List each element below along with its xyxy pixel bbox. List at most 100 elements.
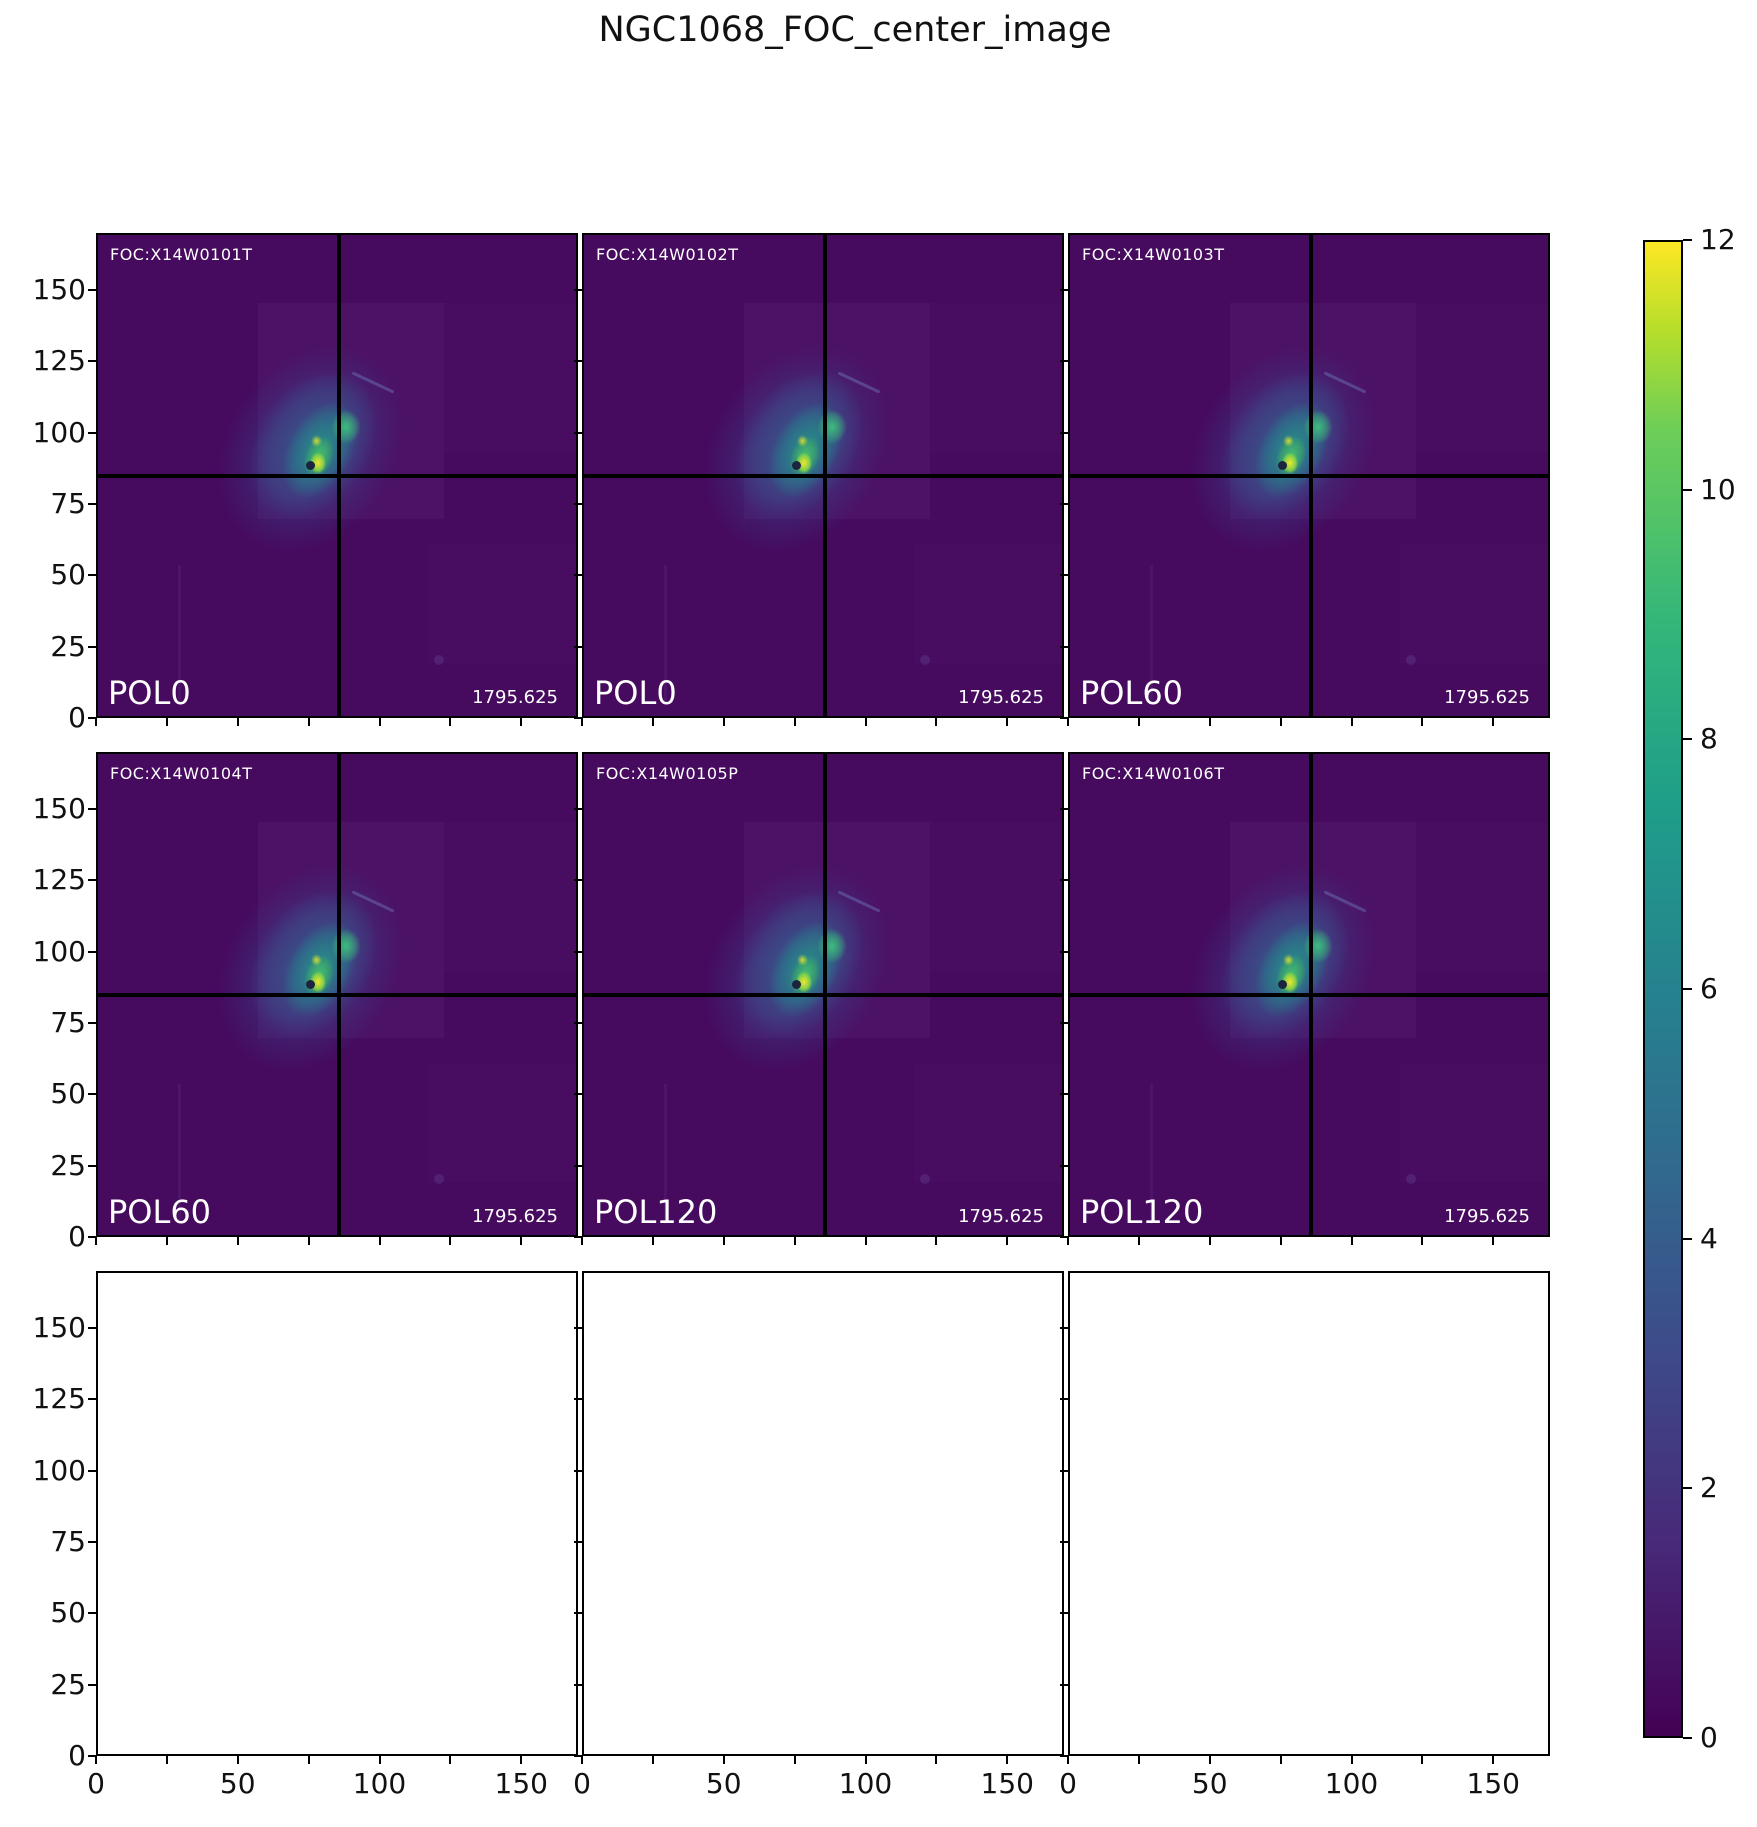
pol-filter-label: POL60 (108, 1193, 212, 1231)
galaxy-dark-spot (792, 461, 801, 470)
y-axis-tick (1060, 645, 1068, 648)
y-tick-label: 150 (32, 1311, 86, 1345)
y-tick-label: 25 (50, 629, 86, 663)
x-tick-label: 150 (1466, 1767, 1520, 1800)
x-axis-tick (95, 1237, 97, 1245)
y-tick-label: 125 (32, 863, 86, 897)
x-axis-tick (581, 1756, 583, 1764)
figure-title: NGC1068_FOC_center_image (598, 10, 1112, 50)
galaxy-faint-streak (1150, 565, 1153, 705)
y-axis-tick (88, 503, 96, 506)
crosshair-horizontal-line (98, 474, 576, 478)
colorbar-tick-label: 12 (1700, 223, 1736, 256)
empty-panel-r3c2 (582, 1271, 1064, 1756)
y-axis-tick (88, 1469, 96, 1472)
y-tick-label: 150 (32, 273, 86, 307)
y-axis-tick (1060, 1469, 1068, 1472)
colorbar-tick (1683, 738, 1692, 741)
x-tick-label: 150 (980, 1767, 1034, 1800)
galaxy-chip-region (444, 822, 576, 972)
x-axis-tick (1067, 718, 1069, 726)
colorbar-tick-label: 0 (1700, 1721, 1718, 1754)
y-axis-tick (574, 1541, 582, 1544)
galaxy-chip-region (914, 545, 1062, 663)
galaxy-yellow-core (1280, 969, 1300, 995)
galaxy-chip-region (1416, 822, 1548, 972)
x-axis-tick (651, 1756, 654, 1764)
y-tick-label: 100 (32, 934, 86, 968)
x-axis-tick (378, 1756, 381, 1764)
x-axis-tick (1279, 718, 1282, 726)
y-axis-tick (574, 1236, 582, 1238)
galaxy-faint-streak (1150, 1084, 1153, 1224)
galaxy-yellow-core (308, 969, 328, 995)
x-axis-tick (1492, 718, 1495, 726)
galaxy-chip-region (1400, 545, 1548, 663)
x-tick-label: 0 (1059, 1767, 1077, 1800)
colorbar-tick-label: 6 (1700, 972, 1718, 1005)
colorbar-tick (1683, 239, 1692, 241)
y-axis-tick (574, 717, 582, 719)
image-panel-r2c1: FOC:X14W0104T POL60 1795.625 (96, 752, 578, 1237)
colorbar (1643, 240, 1683, 1738)
x-axis-tick (520, 718, 523, 726)
y-axis-tick (88, 360, 96, 363)
foc-id-label: FOC:X14W0105P (596, 764, 739, 783)
x-axis-tick (864, 1237, 867, 1245)
y-tick-label: 75 (50, 487, 86, 521)
galaxy-chip-region (1400, 1064, 1548, 1182)
image-panel-r1c1: FOC:X14W0101T POL0 1795.625 (96, 233, 578, 718)
colorbar-tick-label: 10 (1700, 472, 1736, 506)
x-axis-tick (95, 1756, 97, 1764)
y-axis-tick (88, 808, 96, 811)
galaxy-dark-spot (1278, 461, 1287, 470)
x-axis-tick (449, 1756, 452, 1764)
galaxy-chip-region (428, 545, 576, 663)
galaxy-yellow-knot (310, 434, 323, 448)
x-axis-tick (307, 1756, 310, 1764)
y-axis-tick (88, 1683, 96, 1686)
pol-filter-label: POL120 (594, 1193, 718, 1231)
crosshair-horizontal-line (584, 474, 1062, 478)
galaxy-faint-streak (178, 565, 181, 705)
x-axis-tick (1421, 1237, 1424, 1245)
galaxy-faint-dot (1406, 1174, 1416, 1184)
x-axis-tick (1208, 718, 1211, 726)
y-tick-label: 25 (50, 1667, 86, 1701)
y-axis-tick (574, 1093, 582, 1096)
x-tick-label: 0 (573, 1767, 591, 1800)
y-axis-tick (88, 1093, 96, 1096)
galaxy-dark-spot (792, 980, 801, 989)
x-axis-tick (236, 1237, 239, 1245)
exposure-label: 1795.625 (958, 1206, 1044, 1227)
x-axis-tick (449, 718, 452, 726)
y-axis-tick (574, 808, 582, 811)
y-axis-tick (1060, 1093, 1068, 1096)
x-axis-tick (651, 1237, 654, 1245)
crosshair-horizontal-line (1070, 474, 1548, 478)
empty-panel-r3c3 (1068, 1271, 1550, 1756)
colorbar-tick-label: 4 (1700, 1221, 1718, 1255)
y-axis-tick (574, 1022, 582, 1025)
colorbar-tick (1683, 1737, 1692, 1739)
y-axis-tick (88, 950, 96, 953)
x-axis-tick (581, 718, 583, 726)
y-tick-label: 75 (50, 1006, 86, 1040)
y-axis-tick (574, 574, 582, 577)
y-axis-tick (1060, 1541, 1068, 1544)
y-axis-tick (88, 1398, 96, 1401)
y-tick-label: 0 (68, 1739, 86, 1772)
y-tick-label: 125 (32, 344, 86, 378)
x-axis-tick (236, 718, 239, 726)
y-tick-label: 25 (50, 1148, 86, 1182)
x-axis-tick (165, 1756, 168, 1764)
image-panel-r1c3: FOC:X14W0103T POL60 1795.625 (1068, 233, 1550, 718)
x-axis-tick (722, 1237, 725, 1245)
galaxy-faint-streak (178, 1084, 181, 1224)
y-axis-tick (88, 717, 96, 719)
x-axis-tick (1492, 1237, 1495, 1245)
x-axis-tick (935, 1237, 938, 1245)
pol-filter-label: POL60 (1080, 674, 1184, 712)
x-axis-tick (1137, 1237, 1140, 1245)
